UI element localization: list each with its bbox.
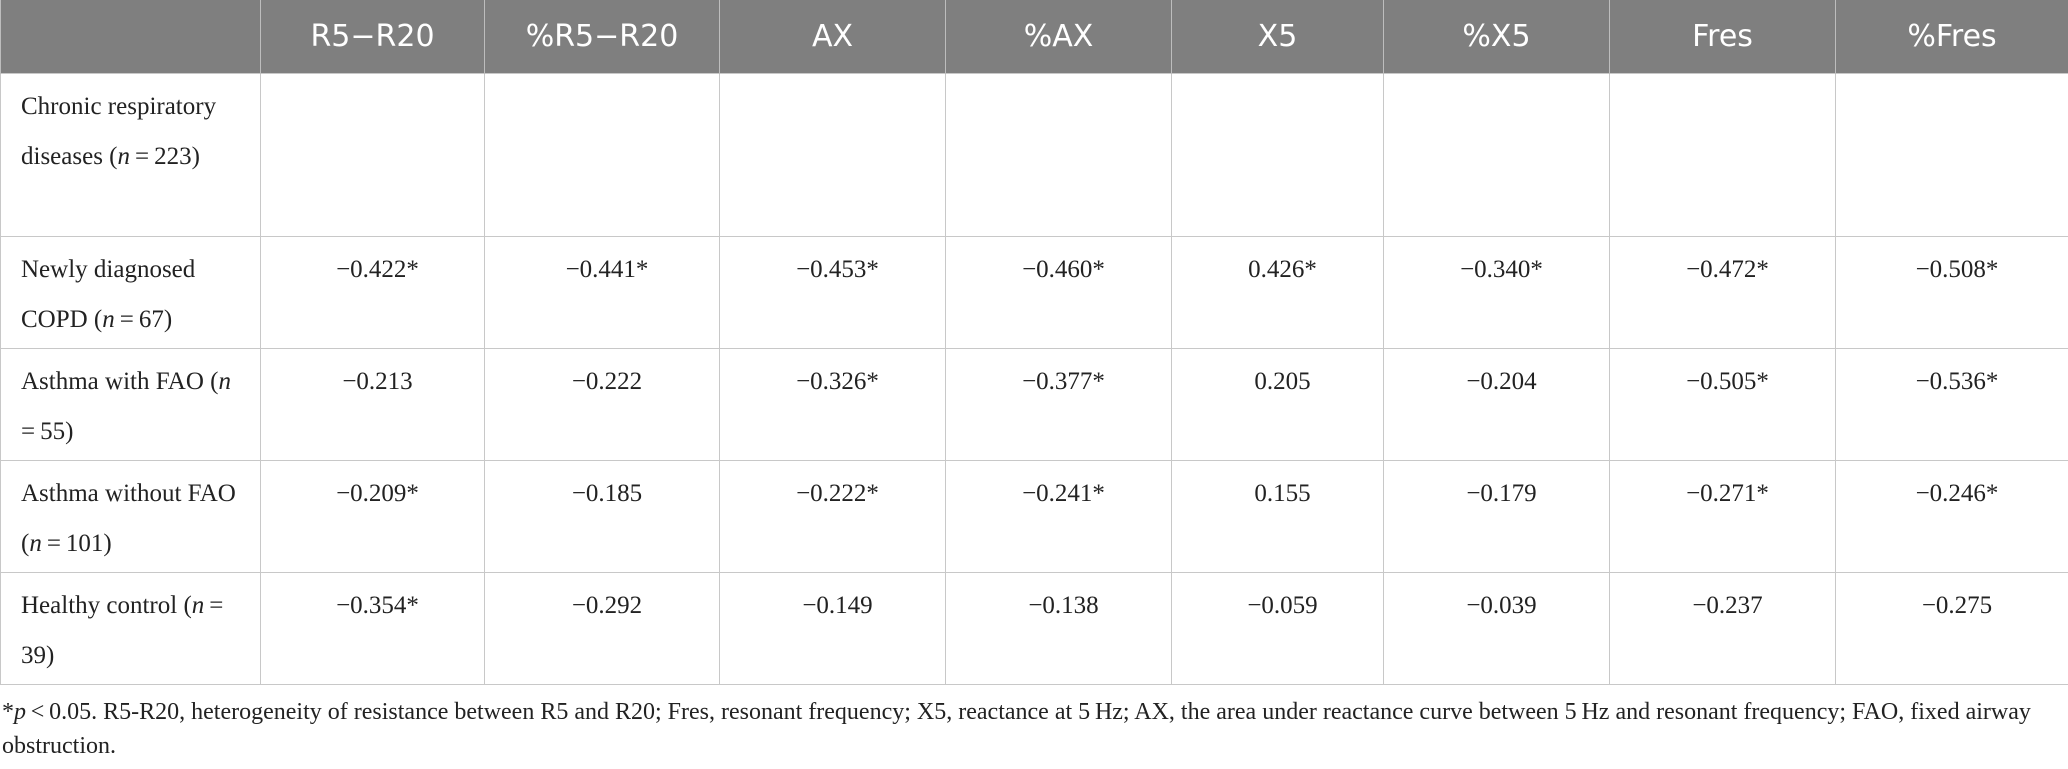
column-header: R5−R20 <box>260 0 485 74</box>
column-header: AX <box>719 0 946 74</box>
cell: −0.292 <box>484 572 720 685</box>
cell: −0.185 <box>484 460 720 573</box>
header-corner <box>0 0 261 74</box>
header-row: R5−R20 %R5−R20 AX %AX X5 %X5 Fres %Fres <box>0 0 2068 74</box>
row-label: Asthma with FAO (n = 55) <box>0 348 261 461</box>
cell: −0.453* <box>719 236 946 349</box>
cell: 0.155 <box>1171 460 1384 573</box>
cell: −0.222* <box>719 460 946 573</box>
table-row: Newly diagnosed COPD (n = 67) −0.422* −0.4… <box>0 236 2068 349</box>
cell: −0.472* <box>1609 236 1836 349</box>
row-label: Newly diagnosed COPD (n = 67) <box>0 236 261 349</box>
cell: −0.441* <box>484 236 720 349</box>
cell <box>719 73 946 237</box>
cell: −0.508* <box>1835 236 2068 349</box>
cell: −0.209* <box>260 460 485 573</box>
column-header: %AX <box>945 0 1172 74</box>
table-row: Asthma without FAO (n = 101) −0.209* −0.18… <box>0 460 2068 573</box>
cell: −0.460* <box>945 236 1172 349</box>
column-header: %X5 <box>1383 0 1610 74</box>
cell: −0.237 <box>1609 572 1836 685</box>
cell <box>1171 73 1384 237</box>
cell: −0.213 <box>260 348 485 461</box>
cell: −0.039 <box>1383 572 1610 685</box>
cell: −0.422* <box>260 236 485 349</box>
cell: −0.505* <box>1609 348 1836 461</box>
cell: −0.179 <box>1383 460 1610 573</box>
cell: −0.275 <box>1835 572 2068 685</box>
cell: −0.138 <box>945 572 1172 685</box>
cell: −0.204 <box>1383 348 1610 461</box>
cell: −0.059 <box>1171 572 1384 685</box>
cell: 0.205 <box>1171 348 1384 461</box>
cell: −0.340* <box>1383 236 1610 349</box>
column-header: X5 <box>1171 0 1384 74</box>
cell: −0.377* <box>945 348 1172 461</box>
cell: −0.271* <box>1609 460 1836 573</box>
footnote: *p < 0.05. R5-R20, heterogeneity of resi… <box>2 699 2031 759</box>
cell: −0.536* <box>1835 348 2068 461</box>
table-row: Chronic respiratory diseases (n = 223) <box>0 73 2068 237</box>
cell <box>1383 73 1610 237</box>
row-label: Chronic respiratory diseases (n = 223) <box>0 73 261 237</box>
cell: −0.241* <box>945 460 1172 573</box>
table-row: Asthma with FAO (n = 55) −0.213 −0.222 −0.3… <box>0 348 2068 461</box>
column-header: %Fres <box>1835 0 2068 74</box>
cell <box>484 73 720 237</box>
cell <box>260 73 485 237</box>
cell: 0.426* <box>1171 236 1384 349</box>
row-label: Asthma without FAO (n = 101) <box>0 460 261 573</box>
data-table: R5−R20 %R5−R20 AX %AX X5 %X5 Fres %Fres Chronic… <box>0 0 2068 685</box>
cell <box>1609 73 1836 237</box>
row-label: Healthy control (n = 39) <box>0 572 261 685</box>
column-header: Fres <box>1609 0 1836 74</box>
cell: −0.149 <box>719 572 946 685</box>
cell: −0.222 <box>484 348 720 461</box>
column-header: %R5−R20 <box>484 0 720 74</box>
cell: −0.246* <box>1835 460 2068 573</box>
cell: −0.354* <box>260 572 485 685</box>
cell: −0.326* <box>719 348 946 461</box>
table-row: Healthy control (n = 39) −0.354* −0.292 −0.… <box>0 572 2068 685</box>
cell <box>1835 73 2068 237</box>
cell <box>945 73 1172 237</box>
